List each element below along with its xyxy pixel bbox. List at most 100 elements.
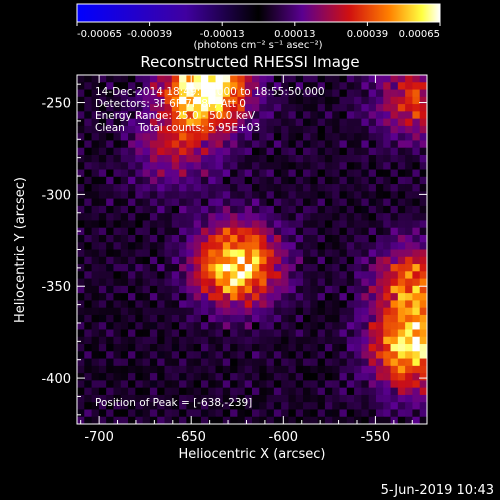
heatmap-cell <box>419 271 427 279</box>
heatmap-cell <box>383 154 391 163</box>
heatmap-cell <box>354 205 362 214</box>
heatmap-cell <box>84 249 92 258</box>
heatmap-cell <box>390 147 399 156</box>
heatmap-cell <box>222 416 231 424</box>
heatmap-cell <box>339 205 348 214</box>
heatmap-cell <box>215 365 224 374</box>
heatmap-cell <box>222 96 231 105</box>
heatmap-cell <box>383 344 391 352</box>
heatmap-cell <box>98 394 107 403</box>
heatmap-cell <box>237 293 246 301</box>
heatmap-cell <box>106 191 114 199</box>
heatmap-cell <box>332 234 340 243</box>
heatmap-cell <box>179 351 187 359</box>
heatmap-cell <box>200 336 209 345</box>
heatmap-cell <box>273 96 282 105</box>
heatmap-cell <box>179 147 187 156</box>
heatmap-cell <box>149 242 158 250</box>
heatmap-cell <box>252 75 260 83</box>
heatmap-cell <box>346 213 355 221</box>
heatmap-cell <box>157 380 165 389</box>
heatmap-cell <box>397 75 406 83</box>
heatmap-cell <box>237 111 246 120</box>
heatmap-cell <box>244 75 253 83</box>
heatmap-cell <box>303 322 311 330</box>
heatmap-cell <box>98 82 107 90</box>
heatmap-cell <box>368 387 377 396</box>
heatmap-cell <box>419 336 427 345</box>
heatmap-cell <box>303 344 311 352</box>
heatmap-cell <box>237 278 246 287</box>
heatmap-cell <box>77 329 85 338</box>
heatmap-cell <box>84 307 92 316</box>
heatmap-cell <box>266 394 275 403</box>
heatmap-cell <box>128 162 136 170</box>
heatmap-cell <box>215 82 224 90</box>
heatmap-cell <box>332 184 340 192</box>
footer-timestamp: 5-Jun-2019 10:43 <box>381 483 494 498</box>
heatmap-cell <box>346 293 355 301</box>
heatmap-cell <box>244 198 253 207</box>
heatmap-cell <box>135 147 144 156</box>
heatmap-cell <box>244 169 253 178</box>
heatmap-cell <box>128 205 136 214</box>
heatmap-cell <box>317 387 326 396</box>
heatmap-cell <box>135 133 144 141</box>
heatmap-cell <box>273 307 282 316</box>
heatmap-cell <box>324 104 333 112</box>
heatmap-cell <box>91 394 100 403</box>
heatmap-cell <box>77 82 85 90</box>
heatmap-cell <box>295 140 304 149</box>
heatmap-cell <box>157 104 165 112</box>
heatmap-cell <box>106 82 114 90</box>
heatmap-cell <box>383 184 391 192</box>
heatmap-cell <box>135 351 144 359</box>
heatmap-cell <box>375 118 384 127</box>
heatmap-cell <box>288 416 297 424</box>
heatmap-cell <box>324 249 333 258</box>
heatmap-cell <box>324 402 333 410</box>
heatmap-cell <box>390 125 399 134</box>
heatmap-cell <box>106 394 114 403</box>
heatmap-cell <box>200 75 209 83</box>
heatmap-cell <box>237 162 246 170</box>
heatmap-cell <box>244 307 253 316</box>
heatmap-cell <box>295 285 304 294</box>
heatmap-cell <box>215 227 224 236</box>
heatmap-cell <box>77 256 85 265</box>
heatmap-cell <box>120 322 129 330</box>
heatmap-cell <box>390 213 399 221</box>
heatmap-cell <box>237 75 246 83</box>
heatmap-cell <box>317 278 326 287</box>
heatmap-cell <box>368 162 377 170</box>
heatmap-cell <box>77 373 85 381</box>
heatmap-cell <box>368 213 377 221</box>
heatmap-cell <box>157 213 165 221</box>
heatmap-cell <box>295 125 304 134</box>
heatmap-cell <box>98 344 107 352</box>
heatmap-cell <box>383 271 391 279</box>
heatmap-cell <box>317 205 326 214</box>
heatmap-cell <box>259 96 267 105</box>
heatmap-cell <box>84 191 92 199</box>
heatmap-cell <box>91 82 100 90</box>
heatmap-cell <box>405 307 413 316</box>
heatmap-cell <box>164 104 173 112</box>
heatmap-cell <box>98 89 107 98</box>
heatmap-cell <box>186 191 195 199</box>
heatmap-cell <box>354 213 362 221</box>
heatmap-cell <box>200 147 209 156</box>
heatmap-cell <box>390 111 399 120</box>
heatmap-cell <box>288 125 297 134</box>
heatmap-cell <box>259 82 267 90</box>
heatmap-cell <box>383 394 391 403</box>
heatmap-cell <box>419 249 427 258</box>
heatmap-cell <box>157 329 165 338</box>
heatmap-cell <box>244 322 253 330</box>
heatmap-cell <box>281 387 289 396</box>
heatmap-cell <box>375 162 384 170</box>
heatmap-cell <box>405 125 413 134</box>
heatmap-cell <box>193 133 202 141</box>
heatmap-cell <box>281 184 289 192</box>
heatmap-cell <box>361 242 370 250</box>
